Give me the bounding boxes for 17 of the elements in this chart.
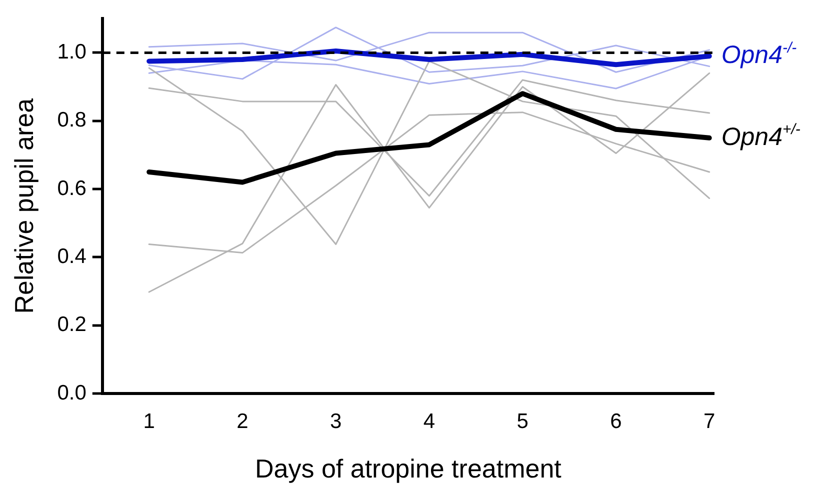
x-tick-label: 3 [330, 410, 342, 433]
y-tick-label: 0.8 [57, 108, 86, 132]
y-tick-label: 0.6 [57, 176, 86, 200]
y-tick-label: 0.0 [57, 381, 86, 404]
y-tick-label: 0.2 [57, 313, 86, 336]
x-tick-label: 6 [610, 410, 622, 433]
y-axis-title: Relative pupil area [8, 98, 39, 314]
y-tick-label: 1.0 [57, 40, 86, 64]
x-tick-label: 1 [143, 410, 155, 433]
x-tick-label: 2 [236, 410, 248, 433]
x-tick-label: 5 [516, 410, 528, 433]
y-tick-label: 0.4 [57, 245, 87, 268]
series-label: Opn4+/- [721, 121, 800, 151]
series-label: Opn4-/- [721, 39, 797, 70]
x-tick-label: 4 [423, 410, 436, 433]
x-axis-title: Days of atropine treatment [255, 454, 562, 484]
x-tick-label: 7 [703, 410, 716, 433]
